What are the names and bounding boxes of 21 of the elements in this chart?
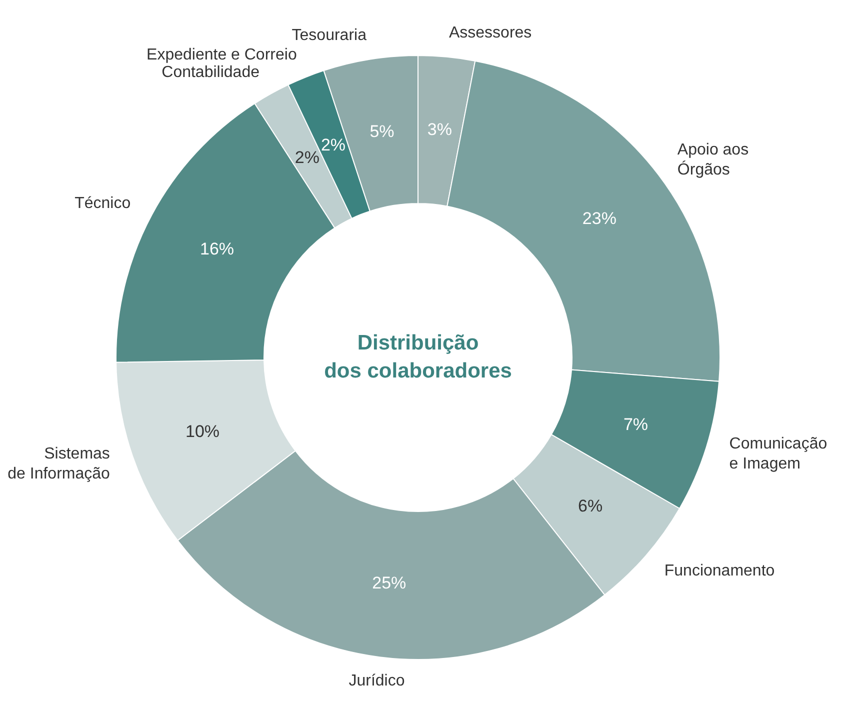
- data-label: 6%: [578, 496, 603, 516]
- slice-label: Apoio aos Órgãos: [677, 141, 749, 178]
- data-label: 5%: [370, 122, 394, 142]
- data-label: 25%: [372, 573, 406, 592]
- data-label: 2%: [294, 148, 320, 167]
- data-label: 2%: [320, 136, 346, 155]
- data-label: 7%: [623, 414, 648, 434]
- text: Distribuição dos colaboradores: [324, 331, 512, 382]
- data-label: 16%: [200, 240, 234, 259]
- slice-label: Técnico: [74, 194, 131, 212]
- slice-label: Comunicação e Imagem: [729, 436, 828, 473]
- data-label: 23%: [582, 209, 616, 228]
- slice-label: Tesouraria: [292, 27, 367, 44]
- slice-label: Expediente e Correio: [146, 46, 297, 64]
- data-label: 10%: [186, 422, 220, 441]
- data-label: 3%: [427, 120, 452, 140]
- slice-label: Funcionamento: [664, 562, 775, 580]
- slice-label: Assessores: [448, 24, 532, 42]
- slice-label: Contabilidade: [162, 64, 260, 82]
- slice-label: Jurídico: [348, 672, 405, 690]
- slice-label: Sistemas de Informação: [8, 446, 110, 483]
